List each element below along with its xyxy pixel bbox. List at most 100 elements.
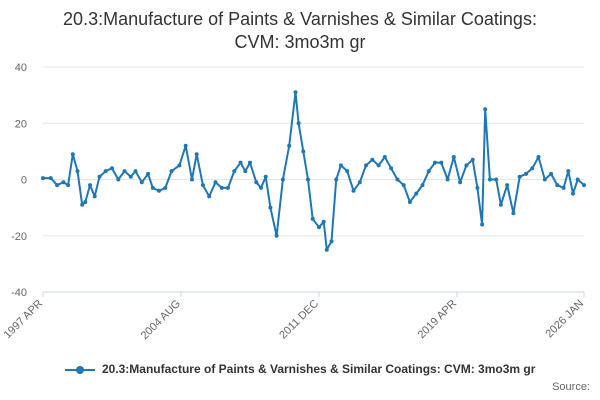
- data-point: [232, 169, 237, 174]
- data-point: [555, 183, 560, 188]
- data-point: [92, 194, 97, 199]
- data-point: [213, 180, 218, 185]
- data-point: [280, 177, 285, 182]
- data-point: [464, 163, 469, 168]
- data-point: [61, 180, 66, 185]
- data-point: [401, 183, 406, 188]
- data-point: [524, 171, 528, 176]
- data-point: [582, 183, 586, 188]
- data-point: [536, 155, 541, 159]
- data-point: [274, 233, 279, 238]
- data-point: [207, 194, 212, 199]
- data-point: [70, 152, 75, 157]
- data-point: [389, 166, 394, 171]
- data-point: [122, 169, 127, 174]
- data-point: [48, 176, 53, 181]
- data-point: [487, 177, 492, 182]
- data-point: [157, 188, 161, 193]
- data-point: [110, 166, 114, 171]
- data-point: [480, 222, 485, 227]
- data-point: [414, 191, 419, 196]
- data-point: [382, 155, 387, 159]
- data-point: [376, 163, 381, 168]
- data-point: [321, 219, 326, 224]
- data-point: [190, 177, 194, 182]
- data-point: [293, 90, 298, 95]
- data-point: [169, 169, 174, 174]
- data-point: [259, 185, 263, 190]
- data-point: [561, 185, 566, 190]
- data-point: [133, 169, 138, 174]
- data-point: [575, 177, 580, 182]
- data-point: [263, 174, 268, 179]
- data-point: [116, 177, 121, 182]
- x-tick-label: 2011 DEC: [277, 298, 321, 342]
- x-axis: 1997 APR 2004 AUG 2011 DEC 2019 APR 2026 JAN: [2, 291, 586, 342]
- data-point: [146, 171, 151, 176]
- data-point: [357, 180, 362, 185]
- data-point: [407, 200, 412, 204]
- source-label[interactable]: Source:: [552, 381, 590, 393]
- data-point: [439, 160, 444, 165]
- data-point: [301, 149, 306, 154]
- data-point: [549, 171, 554, 176]
- data-point: [243, 169, 248, 174]
- data-point: [287, 143, 292, 148]
- data-point: [494, 177, 499, 182]
- data-point: [470, 157, 475, 162]
- data-point: [498, 202, 503, 207]
- data-point: [88, 183, 92, 188]
- data-point: [296, 121, 301, 126]
- data-point: [226, 185, 230, 190]
- data-point: [163, 185, 168, 190]
- data-point: [517, 174, 522, 179]
- data-point: [542, 177, 547, 182]
- data-point: [219, 185, 224, 190]
- data-point: [345, 169, 350, 174]
- plot-area: [41, 90, 586, 252]
- legend-label: 20.3:Manufacture of Paints & Varnishes &…: [101, 362, 536, 376]
- legend[interactable]: 20.3:Manufacture of Paints & Varnishes &…: [0, 362, 600, 376]
- data-point: [55, 183, 60, 188]
- y-tick-label: 0: [21, 175, 27, 187]
- data-point: [458, 180, 463, 185]
- y-tick-label: -20: [11, 231, 27, 243]
- data-point: [83, 200, 88, 204]
- data-point: [571, 191, 575, 196]
- grid-lines: [43, 66, 584, 293]
- data-point: [324, 247, 329, 252]
- data-point: [177, 163, 182, 168]
- data-point: [248, 160, 252, 165]
- data-point: [445, 177, 450, 182]
- data-point: [317, 225, 321, 230]
- data-point: [420, 183, 425, 188]
- y-axis: 40 20 0 -20 -40: [11, 62, 27, 299]
- data-point: [268, 205, 273, 210]
- data-point: [483, 107, 488, 112]
- data-point: [511, 211, 516, 216]
- y-tick-label: 20: [15, 118, 27, 130]
- data-point: [254, 180, 259, 185]
- data-point: [505, 183, 510, 188]
- data-point: [103, 169, 108, 174]
- data-point: [364, 163, 368, 168]
- data-point: [183, 143, 188, 148]
- data-point: [530, 166, 535, 171]
- data-point: [351, 188, 356, 193]
- x-tick-label: 2004 AUG: [139, 298, 183, 342]
- data-point: [306, 177, 310, 182]
- data-point: [566, 169, 571, 174]
- data-point: [75, 169, 80, 174]
- data-point: [370, 157, 375, 162]
- data-point: [334, 177, 339, 182]
- y-tick-label: 40: [15, 62, 27, 74]
- chart-title-line1: 20.3:Manufacture of Paints & Varnishes &…: [63, 9, 537, 29]
- data-point: [128, 174, 133, 179]
- data-point: [139, 180, 144, 185]
- chart-title: 20.3:Manufacture of Paints & Varnishes &…: [0, 8, 600, 54]
- data-point: [41, 176, 45, 181]
- data-point: [338, 163, 343, 168]
- data-point: [426, 169, 431, 174]
- data-point: [329, 239, 334, 244]
- data-point: [395, 177, 400, 182]
